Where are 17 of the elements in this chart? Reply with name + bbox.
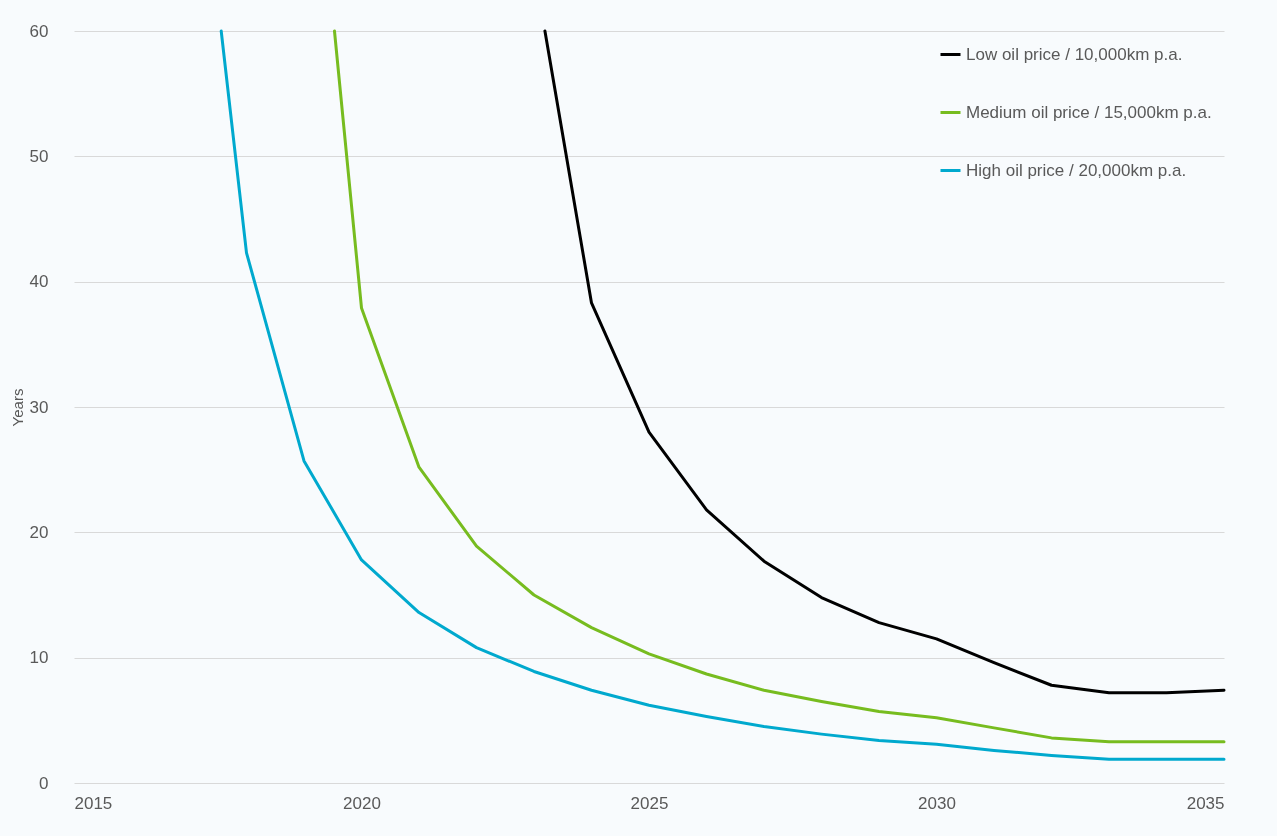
legend-label: Medium oil price / 15,000km p.a. bbox=[966, 102, 1212, 122]
y-tick-label: 10 bbox=[29, 648, 49, 668]
x-tick-label: 2020 bbox=[343, 793, 381, 813]
y-axis-title: Years bbox=[8, 388, 26, 427]
legend-label: Low oil price / 10,000km p.a. bbox=[966, 44, 1183, 64]
x-tick-label: 2030 bbox=[918, 793, 956, 813]
y-tick-label: 60 bbox=[29, 21, 49, 41]
x-tick-label: 2015 bbox=[74, 793, 113, 813]
y-tick-label: 0 bbox=[39, 773, 49, 793]
y-tick-label: 50 bbox=[29, 146, 49, 166]
line-series bbox=[543, 29, 1226, 695]
legend-label: High oil price / 20,000km p.a. bbox=[966, 160, 1187, 180]
y-tick-label: 40 bbox=[29, 272, 49, 292]
y-tick-label: 30 bbox=[29, 397, 49, 417]
x-tick-label: 2025 bbox=[630, 793, 669, 813]
y-tick-label: 20 bbox=[29, 522, 49, 542]
x-tick-label: 2035 bbox=[1186, 793, 1225, 813]
